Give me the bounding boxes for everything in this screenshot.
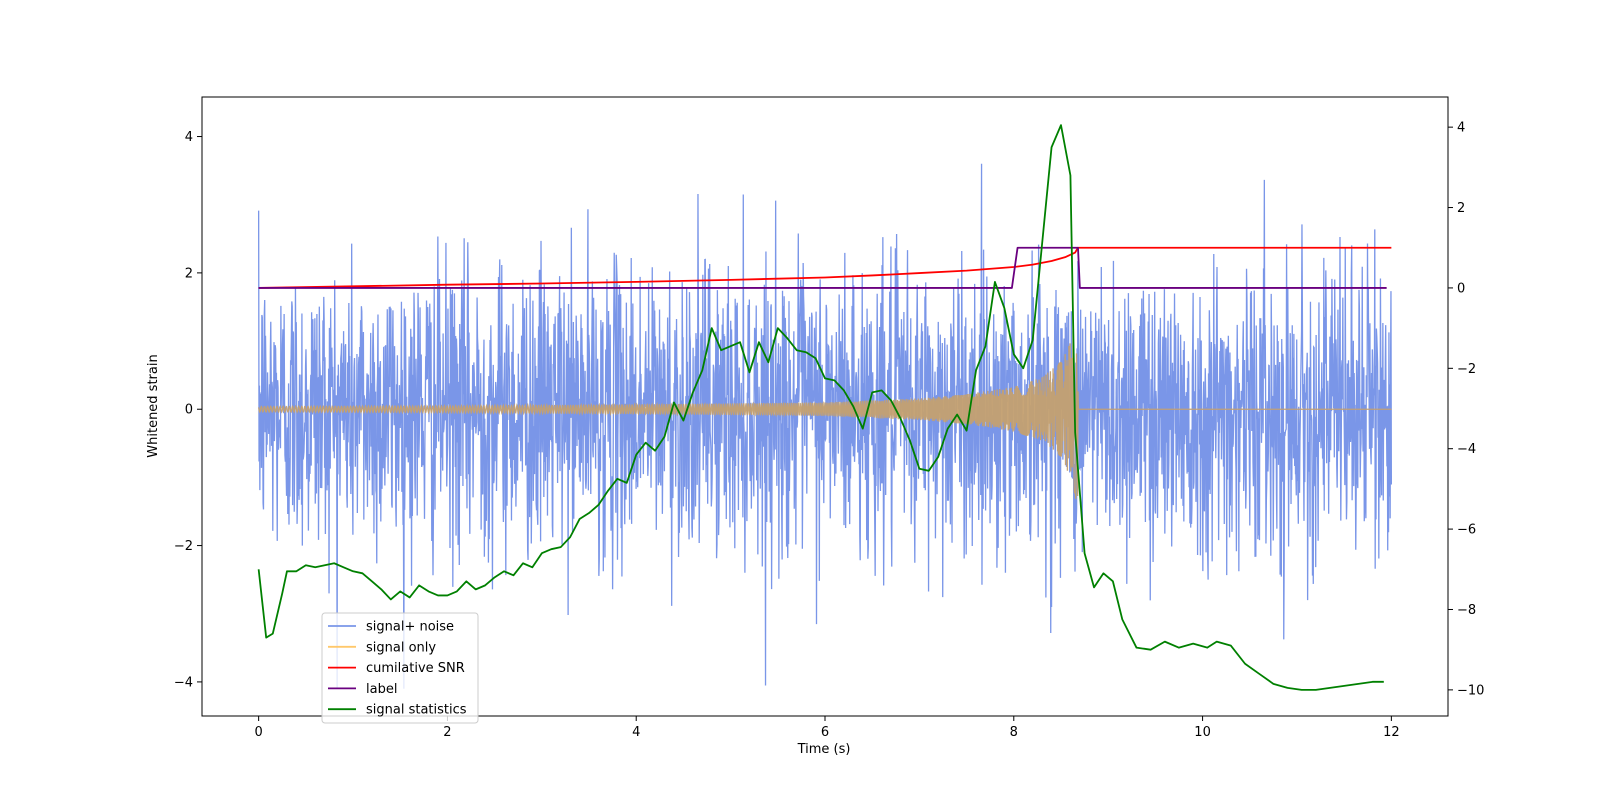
y-tick-label: 0 <box>185 403 193 418</box>
legend: signal+ noise signal only cumilative SNR la… <box>321 612 479 724</box>
y-tick-label: −4 <box>174 675 193 690</box>
y2-tick-label: −8 <box>1457 603 1476 618</box>
legend-label: signal+ noise <box>366 620 454 635</box>
y2-tick-label: −4 <box>1457 442 1476 457</box>
y2-tick-label: 4 <box>1457 121 1465 136</box>
legend-box <box>321 612 479 724</box>
x-tick-label: 12 <box>1383 725 1400 740</box>
plot-area <box>257 124 1393 691</box>
series-signal-statistics-line <box>257 124 1384 691</box>
series-signal-only-line <box>258 330 1392 499</box>
legend-label: signal only <box>366 640 436 655</box>
x-tick-label: 4 <box>632 725 640 740</box>
x-tick-label: 8 <box>1010 725 1018 740</box>
legend-label: cumilative SNR <box>366 661 465 676</box>
x-axis-title: Time (s) <box>797 742 851 757</box>
axes: 0 2 4 6 8 10 12 −4 −2 0 2 4 −10 −8 −6 −4 −2 0 2 4 <box>174 96 1484 740</box>
x-tick-label: 2 <box>443 725 451 740</box>
x-tick-label: 0 <box>254 725 262 740</box>
y-tick-label: 2 <box>185 266 193 281</box>
y-tick-label: −2 <box>174 539 193 554</box>
series-signal-noise-line <box>257 163 1393 689</box>
y2-tick-label: −2 <box>1457 362 1476 377</box>
legend-label: label <box>366 682 397 697</box>
legend-label: signal statistics <box>366 703 467 718</box>
y2-tick-label: −6 <box>1457 523 1476 538</box>
y2-tick-label: −10 <box>1457 683 1484 698</box>
y-tick-label: 4 <box>185 130 193 145</box>
y2-tick-label: 0 <box>1457 281 1465 296</box>
series-label-line <box>258 246 1387 289</box>
x-tick-label: 6 <box>821 725 829 740</box>
x-tick-label: 10 <box>1194 725 1211 740</box>
y-axis-title: Whitened strain <box>146 354 161 457</box>
y2-tick-label: 2 <box>1457 201 1465 216</box>
series-cumulative-snr-line <box>258 246 1392 289</box>
